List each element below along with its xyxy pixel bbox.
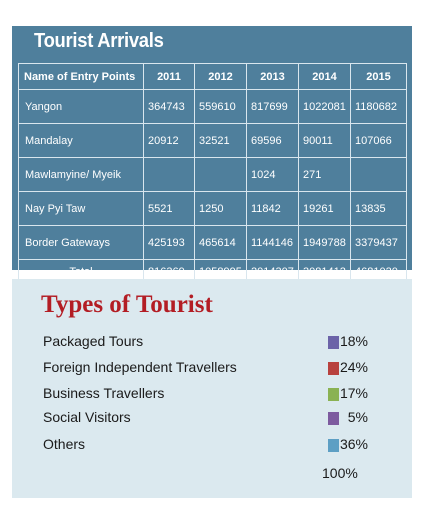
arrival-count: 1022081 [298,89,351,124]
type-percent: 18% [339,333,368,349]
table-row: Mandalay 20912 32521 69596 90011 107066 [18,123,407,158]
type-label: Others [43,436,86,452]
type-row-packaged-tours: Packaged Tours 18% [12,333,412,353]
arrivals-title: Tourist Arrivals [34,30,164,52]
types-title: Types of Tourist [41,291,213,318]
arrival-count: 32521 [194,123,247,158]
type-row-fit: Foreign Independent Travellers 24% [12,359,412,379]
arrival-count: 364743 [143,89,195,124]
arrival-count: 5521 [143,191,195,226]
entry-point-name: Border Gateways [18,225,144,260]
entry-point-name: Mandalay [18,123,144,158]
header-year: 2015 [350,63,407,90]
color-swatch [328,412,339,425]
type-label: Foreign Independent Travellers [43,359,237,375]
arrival-count: 13835 [350,191,407,226]
arrival-count [143,157,195,192]
arrival-count: 271 [298,157,351,192]
arrival-count: 107066 [350,123,407,158]
type-percent: 24% [339,359,368,375]
table-row: Border Gateways 425193 465614 1144146 19… [18,225,407,260]
entry-point-name: Yangon [18,89,144,124]
color-swatch [328,388,339,401]
type-row-social-visitors: Social Visitors 5% [12,409,412,429]
arrival-count: 425193 [143,225,195,260]
color-swatch [328,362,339,375]
arrival-count: 1180682 [350,89,407,124]
arrival-count: 11842 [246,191,299,226]
arrival-count: 465614 [194,225,247,260]
type-label: Packaged Tours [43,333,144,349]
header-year: 2012 [194,63,247,90]
arrival-count [350,157,407,192]
color-swatch [328,439,339,452]
type-row-business-travellers: Business Travellers 17% [12,385,412,405]
arrival-count: 817699 [246,89,299,124]
arrival-count: 1024 [246,157,299,192]
header-year: 2011 [143,63,195,90]
arrival-count: 1250 [194,191,247,226]
arrival-count: 69596 [246,123,299,158]
arrival-count: 559610 [194,89,247,124]
table-row: Mawlamyine/ Myeik 1024 271 [18,157,407,192]
arrival-count: 90011 [298,123,351,158]
arrival-count [194,157,247,192]
types-total-percent: 100% [322,465,358,481]
entry-point-name: Nay Pyi Taw [18,191,144,226]
arrival-count: 19261 [298,191,351,226]
arrival-count: 3379437 [350,225,407,260]
type-label: Business Travellers [43,385,165,401]
color-swatch [328,336,339,349]
type-percent: 36% [339,436,368,452]
type-percent: 17% [339,385,368,401]
arrivals-table: Name of Entry Points 2011 2012 2013 2014… [18,63,407,285]
table-row: Yangon 364743 559610 817699 1022081 1180… [18,89,407,124]
type-label: Social Visitors [43,409,131,425]
arrival-count: 20912 [143,123,195,158]
arrival-count: 1144146 [246,225,299,260]
header-year: 2014 [298,63,351,90]
type-row-others: Others 36% [12,436,412,456]
entry-point-name: Mawlamyine/ Myeik [18,157,144,192]
type-percent: 5% [347,409,368,425]
arrival-count: 1949788 [298,225,351,260]
types-of-tourist-panel: Types of Tourist Packaged Tours 18% Fore… [12,279,412,498]
header-entry-points: Name of Entry Points [18,63,144,90]
table-header-row: Name of Entry Points 2011 2012 2013 2014… [18,63,407,90]
header-year: 2013 [246,63,299,90]
tourist-arrivals-panel: Tourist Arrivals Name of Entry Points 20… [12,26,412,285]
table-row: Nay Pyi Taw 5521 1250 11842 19261 13835 [18,191,407,226]
